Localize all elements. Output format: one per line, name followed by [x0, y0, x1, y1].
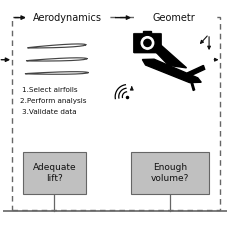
- FancyBboxPatch shape: [133, 33, 162, 53]
- FancyBboxPatch shape: [23, 152, 86, 194]
- FancyBboxPatch shape: [134, 10, 215, 25]
- FancyBboxPatch shape: [25, 10, 111, 25]
- Text: Adequate
lift?: Adequate lift?: [33, 163, 76, 183]
- Text: Aerodynamics: Aerodynamics: [33, 12, 102, 23]
- Polygon shape: [188, 65, 205, 76]
- Text: 3.Validate data: 3.Validate data: [22, 109, 76, 115]
- Polygon shape: [190, 77, 195, 91]
- Text: Geometr: Geometr: [153, 12, 196, 23]
- Circle shape: [141, 37, 154, 49]
- Text: 2.Perform analysis: 2.Perform analysis: [20, 98, 86, 104]
- Circle shape: [144, 39, 151, 47]
- Text: Enough
volume?: Enough volume?: [151, 163, 189, 183]
- Polygon shape: [142, 59, 201, 83]
- FancyBboxPatch shape: [143, 31, 151, 35]
- Polygon shape: [143, 38, 187, 68]
- FancyBboxPatch shape: [131, 152, 209, 194]
- Text: 1.Select airfoils: 1.Select airfoils: [22, 87, 78, 93]
